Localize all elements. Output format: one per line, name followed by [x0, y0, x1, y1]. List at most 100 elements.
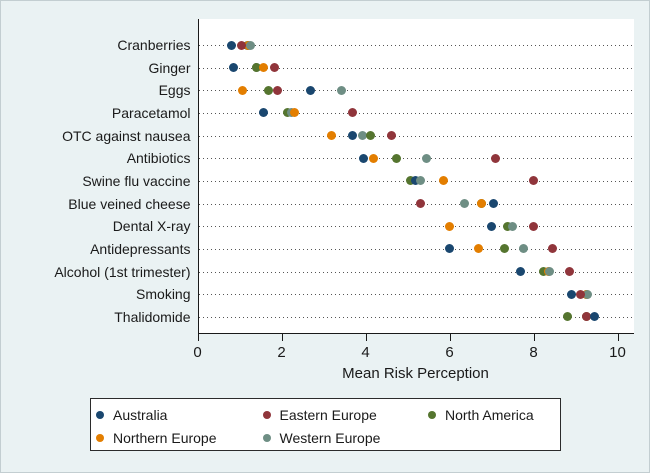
- data-point-northern-europe: [258, 63, 268, 73]
- legend-dot-icon: [428, 411, 436, 419]
- y-axis-category-label: Blue veined cheese: [68, 195, 191, 212]
- data-point-australia: [358, 153, 368, 163]
- legend-dot-icon: [96, 433, 104, 442]
- y-axis-category-label: Cranberries: [117, 37, 191, 53]
- data-point-australia: [489, 199, 499, 209]
- data-point-western-europe: [358, 131, 368, 141]
- dotted-grid-line: [198, 90, 633, 92]
- dotted-grid-line: [198, 135, 633, 137]
- legend-label: Northern Europe: [113, 429, 217, 446]
- data-point-australia: [226, 40, 236, 50]
- data-point-western-europe: [459, 199, 469, 209]
- data-point-western-europe: [337, 85, 347, 95]
- data-point-western-europe: [519, 244, 529, 254]
- data-point-northern-europe: [238, 85, 248, 95]
- y-axis-category-label: Paracetamol: [111, 104, 191, 121]
- x-axis-tick: [197, 334, 199, 341]
- legend-item-australia: Australia: [96, 406, 167, 424]
- dotted-grid-line: [198, 294, 633, 296]
- dotted-grid-line: [198, 45, 633, 46]
- data-point-eastern-europe: [491, 153, 501, 163]
- y-axis-category-label: Alcohol (1st trimester): [54, 263, 191, 280]
- legend-label: Australia: [113, 407, 168, 423]
- data-point-northern-europe: [476, 199, 486, 209]
- data-point-north-america: [538, 267, 548, 276]
- data-point-western-europe: [544, 267, 554, 276]
- dotted-grid-line: [198, 271, 633, 273]
- y-axis-category-label: Eggs: [158, 82, 191, 99]
- x-axis-tick-label: 10: [609, 344, 626, 361]
- legend-dot-icon: [262, 411, 271, 419]
- data-point-australia: [348, 131, 358, 141]
- data-point-eastern-europe: [415, 199, 425, 209]
- data-point-australia: [589, 312, 599, 322]
- data-point-western-europe: [582, 289, 592, 299]
- x-axis-tick-label: 2: [277, 344, 286, 361]
- data-point-eastern-europe: [529, 221, 538, 231]
- dotted-grid-line: [198, 226, 633, 228]
- data-point-north-america: [366, 131, 376, 141]
- data-point-northern-europe: [290, 108, 300, 118]
- data-point-north-america: [562, 312, 572, 322]
- data-point-eastern-europe: [576, 289, 586, 299]
- y-axis-category-label: Antibiotics: [126, 150, 191, 167]
- data-point-australia: [487, 221, 496, 231]
- data-point-northern-europe: [474, 244, 484, 254]
- legend-item-eastern-europe: Eastern Europe: [262, 406, 377, 424]
- legend-dot-icon: [96, 411, 104, 419]
- data-point-north-america: [391, 153, 401, 163]
- data-point-north-america: [251, 63, 261, 73]
- data-point-northern-europe: [369, 153, 379, 163]
- data-point-australia: [228, 63, 238, 73]
- legend-dot-icon: [262, 433, 271, 442]
- data-point-northern-europe: [445, 221, 454, 231]
- data-point-northern-europe: [326, 131, 336, 141]
- data-point-australia: [566, 289, 576, 299]
- x-axis-tick: [449, 334, 451, 341]
- legend-item-northern-europe: Northern Europe: [96, 429, 217, 447]
- data-point-north-america: [502, 221, 512, 231]
- data-point-western-europe: [415, 176, 425, 186]
- dotted-grid-line: [198, 203, 633, 205]
- data-point-eastern-europe: [581, 312, 591, 322]
- y-axis-category-label: Smoking: [136, 286, 191, 303]
- x-axis-tick-label: 6: [445, 344, 454, 361]
- y-axis-category-label: Dental X-ray: [112, 218, 191, 235]
- y-axis-category-label: Antidepressants: [90, 240, 191, 257]
- x-axis-tick: [533, 334, 535, 341]
- data-point-eastern-europe: [272, 85, 282, 95]
- y-axis-category-label: Ginger: [148, 59, 191, 76]
- data-point-australia: [445, 244, 454, 254]
- dotted-grid-line: [198, 248, 633, 250]
- y-axis-category-label: Thalidomide: [114, 308, 191, 325]
- data-point-western-europe: [245, 40, 255, 50]
- data-point-eastern-europe: [529, 176, 538, 186]
- legend-label: North America: [445, 407, 534, 423]
- dotted-grid-line: [198, 67, 633, 69]
- data-point-eastern-europe: [269, 63, 279, 73]
- data-point-north-america: [263, 85, 273, 95]
- legend-label: Western Europe: [279, 429, 381, 446]
- data-point-eastern-europe: [237, 40, 247, 50]
- x-axis-tick-label: 8: [529, 344, 538, 361]
- data-point-northern-europe: [438, 176, 448, 186]
- data-point-australia: [259, 108, 269, 118]
- dotted-grid-line: [198, 316, 633, 318]
- x-axis-tick: [617, 334, 619, 341]
- data-point-eastern-europe: [547, 244, 557, 254]
- x-axis-title: Mean Risk Perception: [342, 365, 489, 382]
- x-axis-tick-label: 0: [193, 344, 202, 361]
- x-axis-tick-label: 4: [361, 344, 370, 361]
- data-point-australia: [306, 85, 316, 95]
- legend: Australia Eastern Europe North America Nort…: [90, 398, 561, 451]
- data-point-eastern-europe: [387, 131, 397, 141]
- dotted-grid-line: [198, 158, 633, 160]
- data-point-eastern-europe: [348, 108, 358, 118]
- legend-label: Eastern Europe: [279, 407, 377, 423]
- data-point-western-europe: [421, 153, 431, 163]
- dotted-grid-line: [198, 112, 633, 114]
- data-point-eastern-europe: [564, 267, 574, 276]
- y-axis-category-label: Swine flu vaccine: [82, 172, 191, 189]
- y-axis-category-label: OTC against nausea: [62, 127, 191, 144]
